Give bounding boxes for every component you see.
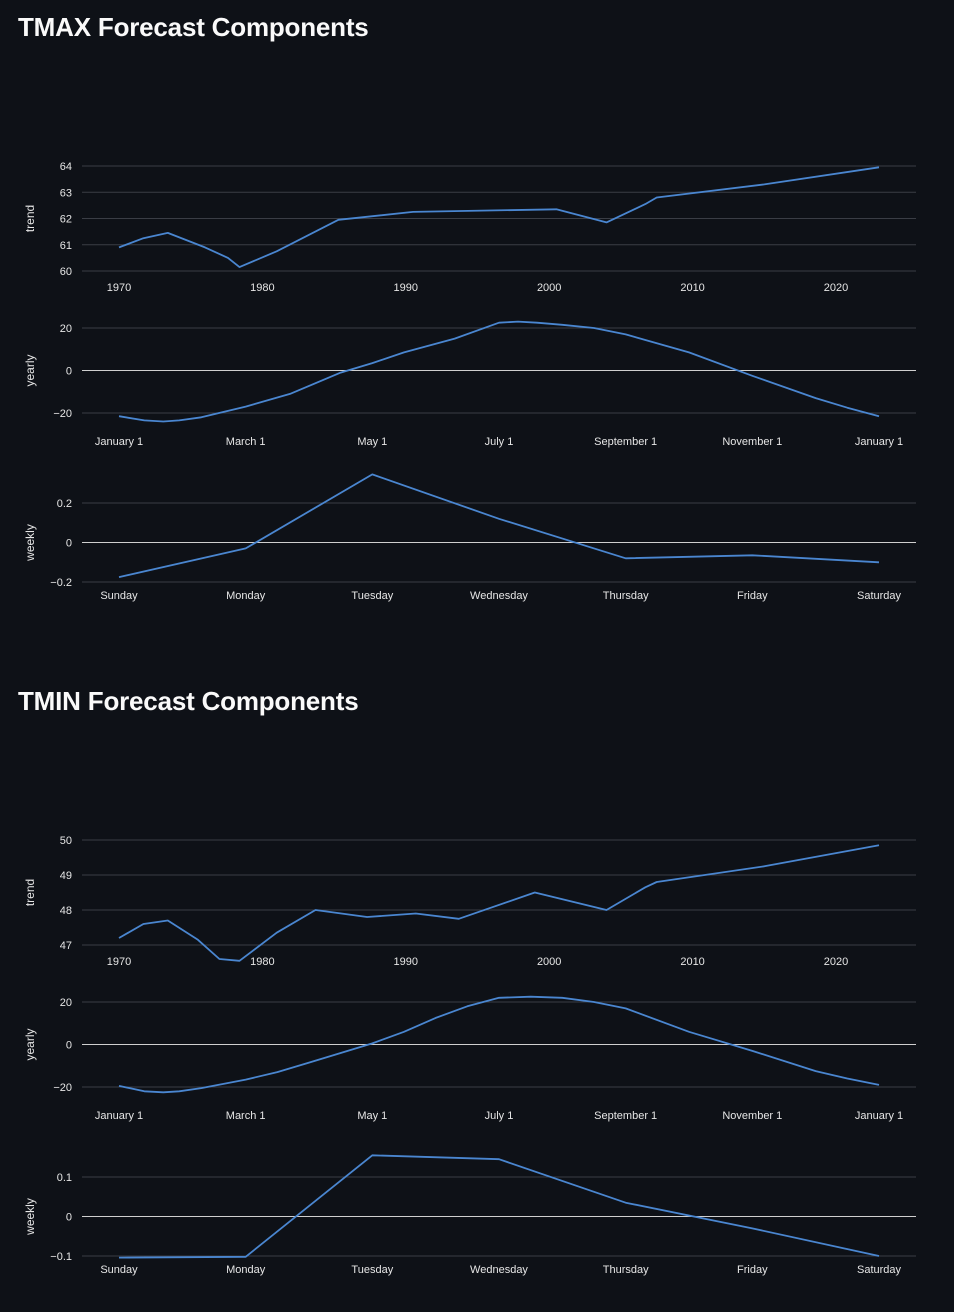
tmin-weekly-xtick-label: Tuesday: [351, 1264, 393, 1276]
tmax-yearly-xtick-label: January 1: [855, 436, 903, 448]
section-title-tmin: TMIN Forecast Components: [18, 686, 359, 716]
tmax-weekly-panel: −0.2 0 0.2 Sunday Monday Tuesday Wednesday Thur…: [23, 473, 916, 602]
tmax-yearly-series-line: [118, 320, 880, 423]
tmax-weekly-xtick-label: Tuesday: [351, 590, 393, 602]
tmin-yearly-ytick-label: −20: [53, 1082, 72, 1094]
tmin-yearly-xtick-label: January 1: [95, 1110, 143, 1122]
tmin-trend-xtick-label: 2010: [680, 956, 704, 968]
tmax-trend-ytick-label: 63: [60, 187, 72, 199]
tmax-trend-xtick-label: 1970: [107, 282, 131, 294]
tmax-yearly-xtick-label: September 1: [594, 436, 657, 448]
tmin-weekly-axis-title: weekly: [23, 1198, 37, 1236]
tmax-weekly-series-line: [118, 473, 880, 578]
tmax-yearly-ytick-label: 20: [60, 323, 72, 335]
tmax-trend-xtick-label: 2020: [824, 282, 848, 294]
tmin-trend-xtick-label: 1980: [250, 956, 274, 968]
tmax-yearly-ytick-label: 0: [66, 366, 72, 378]
tmax-trend-xtick-label: 1980: [250, 282, 274, 294]
tmax-yearly-ytick-label: −20: [53, 408, 72, 420]
tmax-trend-ytick-label: 62: [60, 214, 72, 226]
tmin-yearly-xtick-label: November 1: [722, 1110, 782, 1122]
tmin-weekly-xtick-label: Thursday: [603, 1264, 649, 1276]
tmin-trend-ytick-label: 49: [60, 870, 72, 882]
tmin-trend-ytick-label: 50: [60, 835, 72, 847]
tmin-trend-ytick-label: 47: [60, 940, 72, 952]
tmin-yearly-panel: −20 0 20 January 1 March 1 May 1 July 1 Septemb…: [23, 995, 916, 1122]
tmax-trend-series-line: [118, 166, 880, 268]
tmin-trend-xtick-label: 1970: [107, 956, 131, 968]
tmin-trend-xtick-label: 2020: [824, 956, 848, 968]
tmax-trend-axis-title: trend: [23, 205, 37, 232]
tmin-yearly-axis-title: yearly: [23, 1028, 37, 1060]
tmax-trend-xtick-label: 2010: [680, 282, 704, 294]
tmin-yearly-ytick-label: 0: [66, 1040, 72, 1052]
tmax-weekly-xtick-label: Thursday: [603, 590, 649, 602]
tmax-weekly-xtick-label: Sunday: [100, 590, 138, 602]
tmax-yearly-xtick-label: March 1: [226, 436, 266, 448]
tmax-yearly-xtick-label: July 1: [485, 436, 514, 448]
tmin-weekly-xtick-label: Saturday: [857, 1264, 902, 1276]
tmin-weekly-series-line: [118, 1154, 880, 1259]
tmax-yearly-axis-title: yearly: [23, 354, 37, 386]
tmax-yearly-panel: −20 0 20 January 1 March 1 May 1 July 1 Septemb…: [23, 320, 916, 448]
tmax-weekly-xtick-label: Friday: [737, 590, 768, 602]
tmax-weekly-xtick-label: Saturday: [857, 590, 902, 602]
tmax-weekly-xtick-label: Monday: [226, 590, 266, 602]
tmax-weekly-axis-title: weekly: [23, 524, 37, 562]
tmin-yearly-xtick-label: January 1: [855, 1110, 903, 1122]
tmax-trend-ytick-label: 64: [60, 161, 72, 173]
tmin-trend-ytick-label: 48: [60, 905, 72, 917]
tmin-weekly-xtick-label: Wednesday: [470, 1264, 528, 1276]
tmax-weekly-ytick-label: 0: [66, 538, 72, 550]
tmax-trend-ytick-label: 60: [60, 266, 72, 278]
tmin-trend-axis-title: trend: [23, 879, 37, 906]
tmin-yearly-series-line: [118, 995, 880, 1094]
tmin-yearly-xtick-label: September 1: [594, 1110, 657, 1122]
tmax-yearly-xtick-label: November 1: [722, 436, 782, 448]
tmin-yearly-xtick-label: July 1: [485, 1110, 514, 1122]
tmax-trend-xtick-label: 2000: [537, 282, 561, 294]
tmax-weekly-xtick-label: Wednesday: [470, 590, 528, 602]
tmin-weekly-xtick-label: Monday: [226, 1264, 266, 1276]
section-title-tmax: TMAX Forecast Components: [18, 12, 369, 42]
tmax-weekly-ytick-label: 0.2: [57, 498, 72, 510]
tmin-weekly-ytick-label: 0: [66, 1212, 72, 1224]
tmin-trend-xtick-label: 1990: [394, 956, 418, 968]
tmin-yearly-ytick-label: 20: [60, 997, 72, 1009]
tmin-weekly-panel: −0.1 0 0.1 Sunday Monday Tuesday Wednesday Thur…: [23, 1154, 916, 1276]
tmin-trend-panel: 47 48 49 50 1970 1980 1990 2000 2010 2020 trend: [23, 835, 916, 968]
tmax-trend-ytick-label: 61: [60, 240, 72, 252]
tmin-yearly-xtick-label: May 1: [357, 1110, 387, 1122]
tmin-trend-xtick-label: 2000: [537, 956, 561, 968]
tmax-weekly-ytick-label: −0.2: [50, 577, 72, 589]
tmin-weekly-ytick-label: 0.1: [57, 1172, 72, 1184]
tmax-trend-panel: 60 61 62 63 64 1970 1980 1990 2000 2010 2020 trend: [23, 161, 916, 294]
tmax-yearly-xtick-label: January 1: [95, 436, 143, 448]
tmin-weekly-xtick-label: Friday: [737, 1264, 768, 1276]
tmin-yearly-xtick-label: March 1: [226, 1110, 266, 1122]
tmin-trend-series-line: [118, 844, 880, 962]
tmin-weekly-ytick-label: −0.1: [50, 1251, 72, 1263]
tmax-trend-xtick-label: 1990: [394, 282, 418, 294]
tmax-yearly-xtick-label: May 1: [357, 436, 387, 448]
tmin-weekly-xtick-label: Sunday: [100, 1264, 138, 1276]
